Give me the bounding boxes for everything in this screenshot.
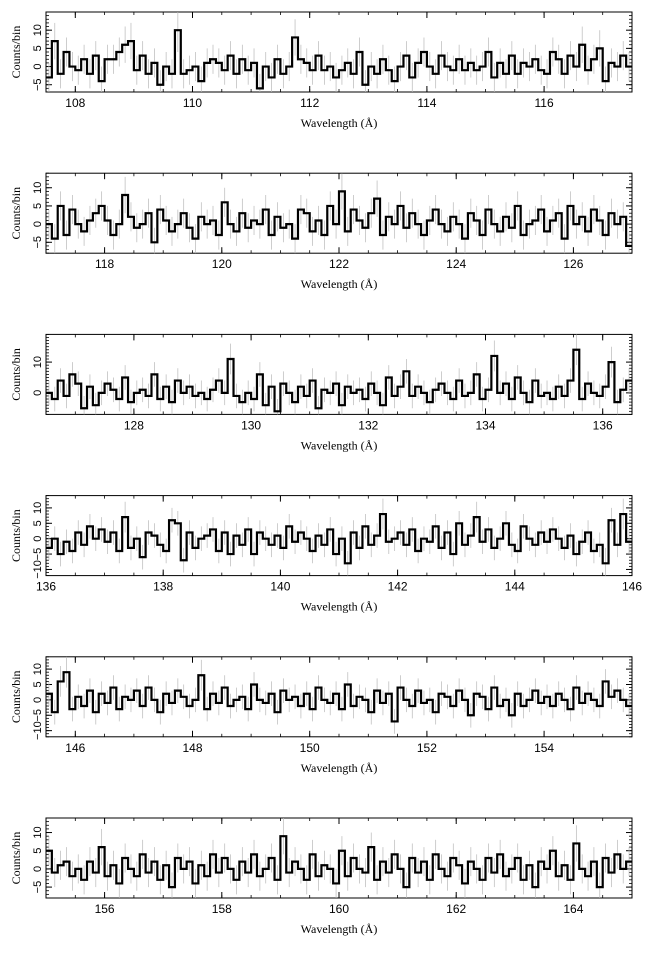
y-tick-label: 0: [32, 697, 44, 703]
y-tick-label: 5: [32, 45, 44, 51]
data-layer: [46, 498, 632, 576]
x-tick-label: 142: [388, 580, 408, 594]
x-tick-label: 114: [417, 96, 436, 110]
y-tick-label: 5: [32, 203, 44, 209]
y-tick-label: 0: [32, 536, 44, 542]
y-tick-label: 0: [32, 390, 44, 396]
y-tick-label: 0: [32, 866, 44, 872]
x-axis-label: Wavelength (Å): [301, 277, 378, 291]
y-tick-label: 5: [32, 848, 44, 854]
y-tick-label: −5: [32, 78, 44, 91]
x-tick-label: 116: [535, 96, 554, 110]
y-tick-label: 10: [32, 502, 44, 514]
x-tick-label: 112: [300, 96, 319, 110]
data-layer: [46, 334, 632, 415]
spectrum-panel-3: 128 130 132 134 136 0 10 Wavelength (Å) Counts/b…: [9, 333, 633, 452]
x-axis-label: Wavelength (Å): [301, 922, 378, 936]
x-tick-label: 108: [65, 96, 85, 110]
x-tick-label: 154: [534, 741, 554, 755]
y-tick-label: 10: [32, 182, 44, 194]
data-layer: [46, 656, 632, 734]
x-tick-label: 138: [153, 580, 173, 594]
x-tick-label: 150: [300, 741, 320, 755]
x-tick-label: 136: [36, 580, 56, 594]
x-tick-label: 128: [124, 418, 144, 432]
x-tick-label: 146: [65, 741, 85, 755]
spectrum-step-line: [46, 348, 632, 413]
spectrum-panel-2: 118 120 122 124 126 −5 0 5 10 Wavelength (Å) Count…: [9, 172, 633, 291]
y-axis-label: Counts/bin: [9, 187, 23, 240]
spectrum-panel-4: 136 138 140 142 144 146 −10−5 0 5 10 Wavelength (Å…: [9, 495, 642, 614]
spectrum-panel-5: 146 148 150 152 154 −10−5 0 5 10 Wavelength (Å) Co…: [9, 656, 633, 775]
spectrum-step-line: [46, 29, 632, 90]
x-tick-label: 146: [622, 580, 642, 594]
x-axis-label: Wavelength (Å): [301, 116, 378, 130]
x-tick-label: 160: [329, 902, 349, 916]
y-tick-label: 5: [32, 520, 44, 526]
y-tick-label: 10: [32, 826, 44, 838]
x-tick-label: 134: [475, 418, 495, 432]
x-tick-label: 152: [417, 741, 437, 755]
y-tick-label: −5: [32, 548, 44, 561]
spectrum-step-line: [46, 512, 632, 565]
spectrum-step-line: [46, 190, 632, 248]
x-tick-label: 126: [563, 257, 583, 271]
y-tick-label: −10: [32, 560, 44, 579]
y-axis-label: Counts/bin: [9, 670, 23, 723]
y-tick-label: −5: [32, 236, 44, 249]
y-tick-label: 10: [32, 663, 44, 675]
y-axis-label: Counts/bin: [9, 509, 23, 562]
y-axis-label: Counts/bin: [9, 26, 23, 79]
spectrum-step-line: [46, 671, 632, 723]
x-axis-label: Wavelength (Å): [301, 761, 378, 775]
x-tick-label: 140: [270, 580, 290, 594]
y-tick-label: 5: [32, 681, 44, 687]
x-tick-label: 120: [212, 257, 232, 271]
x-axis-label: Wavelength (Å): [301, 438, 378, 452]
y-tick-label: −5: [32, 709, 44, 722]
data-layer: [46, 173, 632, 254]
y-tick-label: 0: [32, 63, 44, 69]
y-tick-label: 10: [32, 356, 44, 368]
y-axis-label: Counts/bin: [9, 832, 23, 885]
x-tick-label: 118: [95, 257, 114, 271]
x-tick-label: 124: [446, 257, 466, 271]
data-layer: [46, 12, 632, 92]
data-layer: [46, 818, 632, 898]
y-tick-label: −5: [32, 881, 44, 894]
x-tick-label: 148: [182, 741, 202, 755]
y-axis-label: Counts/bin: [9, 348, 23, 401]
y-tick-label: 10: [32, 24, 44, 36]
x-tick-label: 110: [183, 96, 202, 110]
spectrum-panel-6: 156 158 160 162 164 −5 0 5 10 Wavelength (Å) Count…: [9, 817, 633, 936]
x-tick-label: 144: [505, 580, 525, 594]
x-tick-label: 136: [593, 418, 613, 432]
y-tick-label: −10: [32, 721, 44, 740]
x-tick-label: 164: [563, 902, 583, 916]
x-tick-label: 162: [446, 902, 466, 916]
x-tick-label: 158: [212, 902, 232, 916]
x-tick-label: 156: [95, 902, 115, 916]
spectrum-panel-1: 108 110 112 114 116 −5 0 5 10 Wavelength (Å) Count…: [9, 11, 633, 130]
x-tick-label: 130: [241, 418, 261, 432]
y-tick-label: 0: [32, 221, 44, 227]
x-tick-label: 122: [329, 257, 349, 271]
x-tick-label: 132: [358, 418, 378, 432]
spectrum-step-line: [46, 835, 632, 889]
x-axis-label: Wavelength (Å): [301, 600, 378, 614]
